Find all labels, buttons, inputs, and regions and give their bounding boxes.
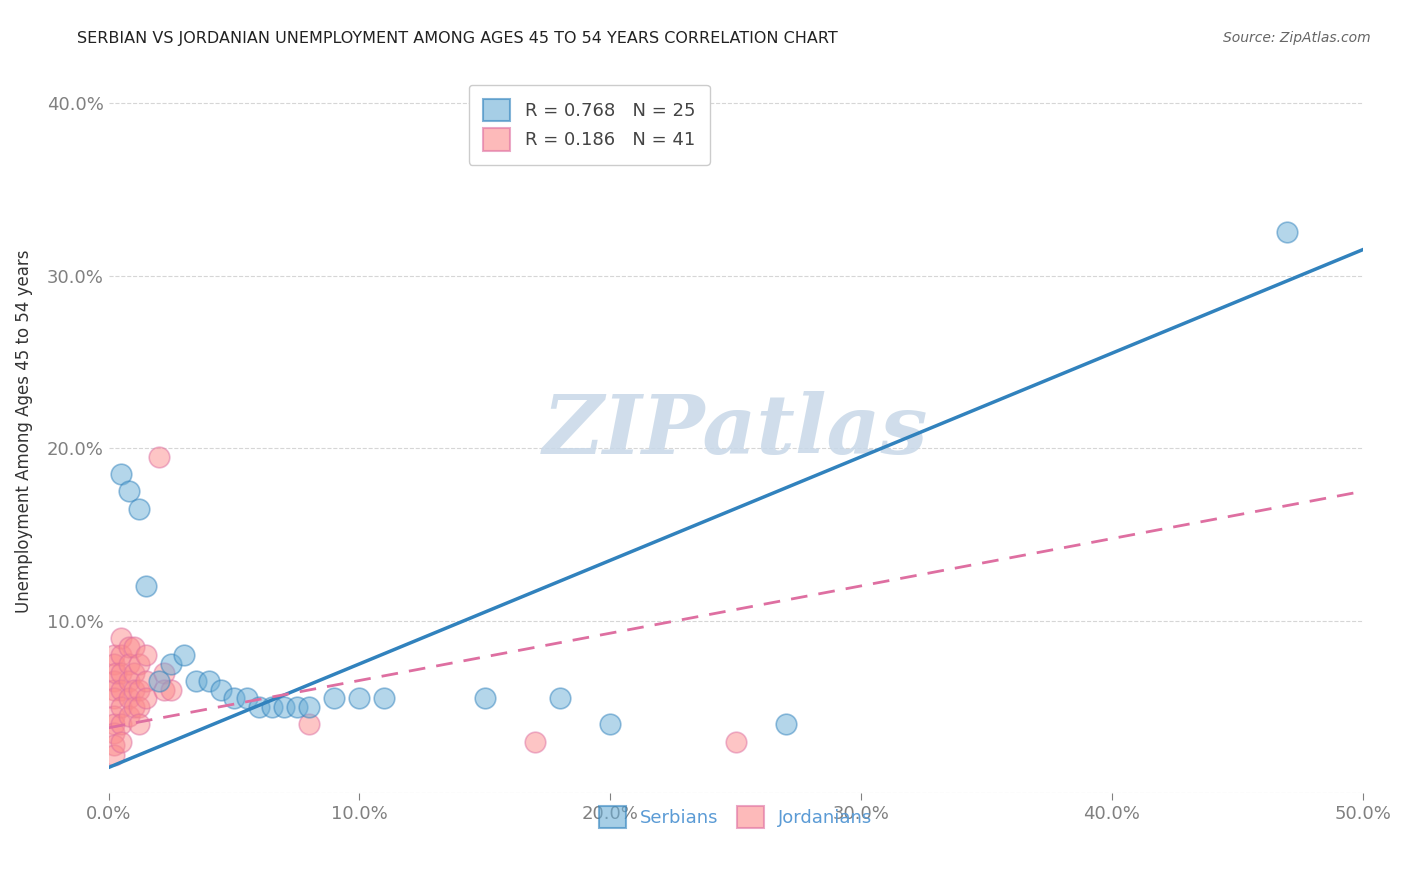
Point — [128, 657, 150, 671]
Point — [148, 450, 170, 464]
Point — [523, 734, 546, 748]
Point — [548, 691, 571, 706]
Point — [103, 726, 125, 740]
Point — [599, 717, 621, 731]
Point — [152, 665, 174, 680]
Point — [285, 700, 308, 714]
Point — [323, 691, 346, 706]
Point — [135, 691, 157, 706]
Text: ZIPatlas: ZIPatlas — [543, 391, 928, 471]
Text: SERBIAN VS JORDANIAN UNEMPLOYMENT AMONG AGES 45 TO 54 YEARS CORRELATION CHART: SERBIAN VS JORDANIAN UNEMPLOYMENT AMONG … — [77, 31, 838, 46]
Point — [110, 700, 132, 714]
Point — [122, 640, 145, 654]
Point — [298, 717, 321, 731]
Point — [103, 691, 125, 706]
Point — [222, 691, 245, 706]
Point — [247, 700, 270, 714]
Point — [118, 708, 141, 723]
Point — [122, 700, 145, 714]
Point — [298, 700, 321, 714]
Point — [235, 691, 257, 706]
Point — [186, 674, 208, 689]
Point — [118, 640, 141, 654]
Point — [103, 648, 125, 663]
Point — [122, 682, 145, 697]
Point — [103, 682, 125, 697]
Point — [128, 700, 150, 714]
Point — [211, 682, 233, 697]
Point — [152, 682, 174, 697]
Point — [135, 579, 157, 593]
Point — [128, 717, 150, 731]
Point — [148, 674, 170, 689]
Point — [103, 748, 125, 763]
Text: Source: ZipAtlas.com: Source: ZipAtlas.com — [1223, 31, 1371, 45]
Point — [110, 631, 132, 645]
Point — [118, 484, 141, 499]
Point — [373, 691, 395, 706]
Point — [135, 648, 157, 663]
Point — [110, 648, 132, 663]
Point — [775, 717, 797, 731]
Point — [103, 738, 125, 752]
Point — [724, 734, 747, 748]
Point — [110, 734, 132, 748]
Point — [110, 467, 132, 481]
Point — [349, 691, 371, 706]
Point — [198, 674, 221, 689]
Point — [122, 665, 145, 680]
Point — [118, 691, 141, 706]
Point — [103, 657, 125, 671]
Point — [110, 717, 132, 731]
Point — [128, 501, 150, 516]
Point — [160, 657, 183, 671]
Point — [110, 665, 132, 680]
Point — [173, 648, 195, 663]
Point — [260, 700, 283, 714]
Point — [118, 674, 141, 689]
Point — [118, 657, 141, 671]
Point — [273, 700, 295, 714]
Y-axis label: Unemployment Among Ages 45 to 54 years: Unemployment Among Ages 45 to 54 years — [15, 249, 32, 613]
Point — [1277, 226, 1299, 240]
Point — [128, 682, 150, 697]
Point — [103, 708, 125, 723]
Point — [474, 691, 496, 706]
Legend: Serbians, Jordanians: Serbians, Jordanians — [592, 798, 880, 835]
Point — [103, 717, 125, 731]
Point — [160, 682, 183, 697]
Point — [110, 682, 132, 697]
Point — [135, 674, 157, 689]
Point — [103, 674, 125, 689]
Point — [105, 665, 128, 680]
